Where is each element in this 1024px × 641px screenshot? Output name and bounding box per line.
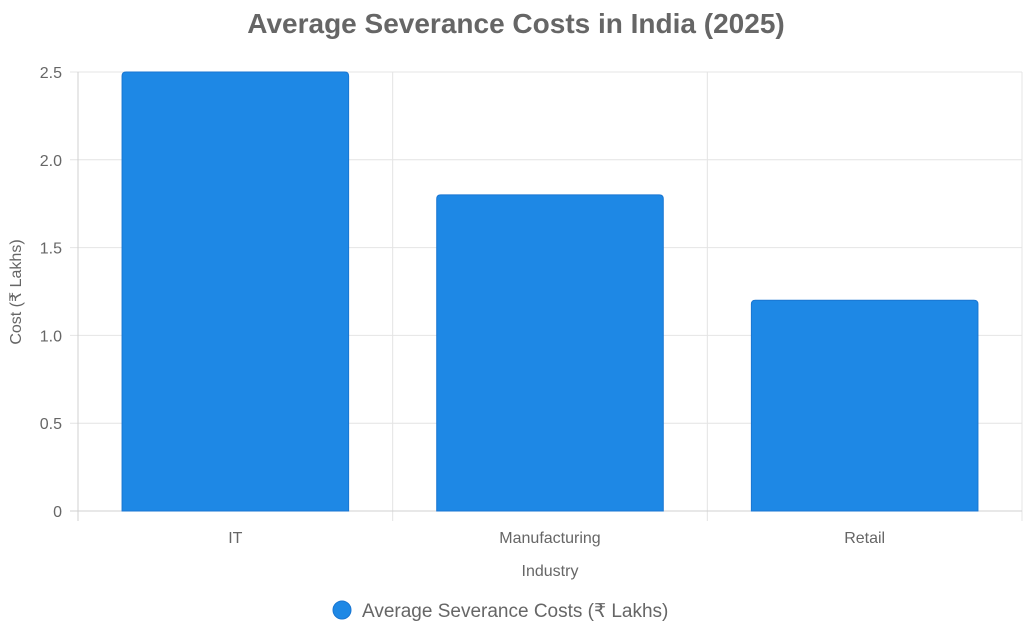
y-tick-label: 2.0 (40, 153, 62, 170)
bar-retail (750, 299, 979, 512)
legend-swatch (332, 600, 352, 620)
y-axis-ticks: 0 0.5 1.0 1.5 2.0 2.5 (40, 65, 62, 521)
x-tick-label: Manufacturing (499, 530, 600, 547)
x-tick-label: IT (228, 530, 242, 547)
bar-manufacturing (436, 194, 664, 512)
y-tick-label: 1.0 (40, 328, 62, 345)
y-tick-label: 2.5 (40, 65, 62, 82)
x-tick-label: Retail (844, 530, 885, 547)
x-axis-ticks: IT Manufacturing Retail (228, 530, 885, 547)
y-tick-label: 0 (53, 504, 62, 521)
legend-label: Average Severance Costs (₹ Lakhs) (362, 601, 668, 622)
x-axis-title: Industry (522, 563, 579, 580)
legend[interactable]: Average Severance Costs (₹ Lakhs) (332, 600, 668, 622)
y-axis-title: Cost (₹ Lakhs) (8, 239, 25, 344)
bar-it (121, 71, 350, 512)
y-tick-label: 0.5 (40, 416, 62, 433)
chart-title: Average Severance Costs in India (2025) (247, 8, 784, 39)
bars (121, 71, 979, 512)
y-tick-label: 1.5 (40, 241, 62, 258)
